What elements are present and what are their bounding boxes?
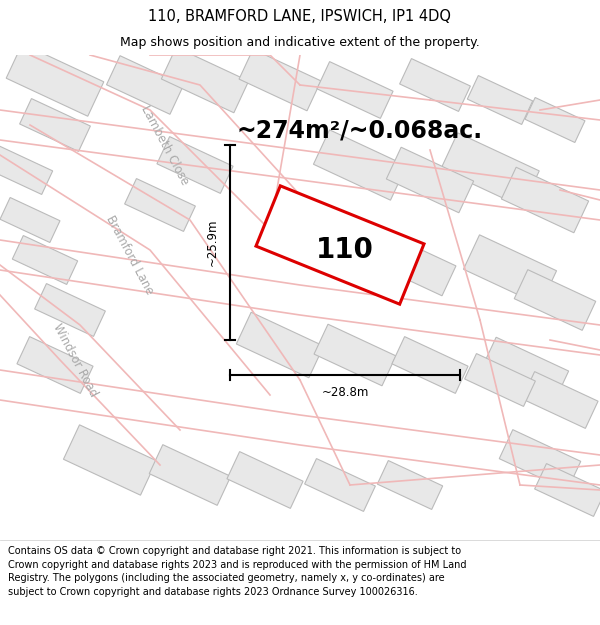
Polygon shape [374,234,456,296]
Polygon shape [6,44,104,116]
Polygon shape [149,444,231,506]
Polygon shape [305,459,376,511]
Text: ~274m²/~0.068ac.: ~274m²/~0.068ac. [237,118,483,142]
Text: 110: 110 [316,236,374,264]
Polygon shape [400,59,470,111]
Polygon shape [392,337,468,393]
Polygon shape [125,179,196,231]
Polygon shape [227,452,303,508]
Text: Windsor Road: Windsor Road [50,321,100,399]
Polygon shape [13,236,77,284]
Polygon shape [514,269,596,331]
Polygon shape [296,217,383,282]
Polygon shape [313,130,407,200]
Polygon shape [0,146,53,194]
Polygon shape [464,354,535,406]
Polygon shape [377,461,443,509]
Text: Contains OS data © Crown copyright and database right 2021. This information is : Contains OS data © Crown copyright and d… [8,546,466,597]
Polygon shape [35,284,106,336]
Polygon shape [20,99,91,151]
Polygon shape [17,337,93,393]
Polygon shape [64,425,157,495]
Polygon shape [239,49,321,111]
Polygon shape [0,198,60,242]
Polygon shape [522,372,598,428]
Polygon shape [499,429,581,491]
Polygon shape [386,148,473,213]
Polygon shape [481,338,569,402]
Text: 110, BRAMFORD LANE, IPSWICH, IP1 4DQ: 110, BRAMFORD LANE, IPSWICH, IP1 4DQ [149,9,452,24]
Text: Bramford Lane: Bramford Lane [104,213,157,297]
Text: ~25.9m: ~25.9m [205,219,218,266]
Polygon shape [535,464,600,516]
Polygon shape [314,324,396,386]
Text: Map shows position and indicative extent of the property.: Map shows position and indicative extent… [120,36,480,49]
Text: ~28.8m: ~28.8m [322,386,368,399]
Polygon shape [256,186,424,304]
Text: Lambeth Close: Lambeth Close [139,103,191,187]
Polygon shape [502,168,589,232]
Polygon shape [157,137,233,193]
Polygon shape [525,98,585,142]
Polygon shape [107,56,184,114]
Polygon shape [467,76,533,124]
Polygon shape [236,312,323,378]
Polygon shape [441,133,539,207]
Polygon shape [317,62,393,118]
Polygon shape [463,235,557,305]
Polygon shape [161,48,248,112]
